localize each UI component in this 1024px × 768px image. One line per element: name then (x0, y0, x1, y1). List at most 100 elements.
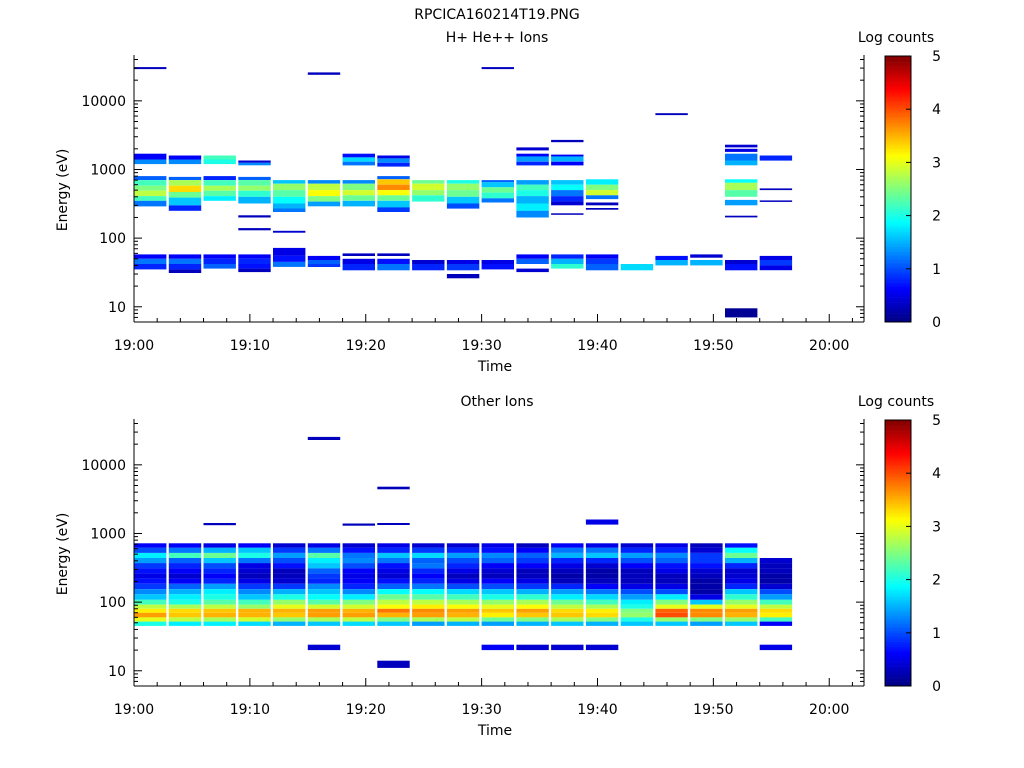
colorbar-swatch (885, 146, 911, 150)
heatmap-cell (273, 568, 306, 574)
colorbar-swatch (885, 535, 911, 538)
heatmap-cell (620, 599, 654, 605)
heatmap-cell (725, 553, 758, 558)
heatmap-cell (412, 260, 445, 264)
colorbar-swatch (885, 677, 911, 680)
colorbar-swatch (885, 64, 911, 68)
heatmap-cell (620, 583, 654, 590)
heatmap-cell (342, 253, 375, 256)
heatmap-cell (551, 612, 584, 618)
heatmap-cell (620, 264, 654, 271)
heatmap-cell (725, 543, 758, 548)
heatmap-cell (655, 599, 688, 605)
heatmap-cell (134, 563, 167, 569)
heatmap-cell (168, 269, 202, 273)
heatmap-cell (655, 260, 688, 266)
colorbar-swatch (885, 499, 911, 503)
heatmap-cell (273, 617, 306, 622)
heatmap-cell (551, 196, 584, 202)
heatmap-cell (412, 608, 445, 613)
heatmap-cell (725, 608, 758, 613)
x-tick-label: 19:50 (693, 338, 733, 354)
heatmap-cell (412, 617, 445, 622)
x-axis-label: Time (477, 359, 512, 375)
colorbar-swatch (885, 262, 911, 265)
heatmap-cell (377, 563, 410, 569)
heatmap-cell (168, 159, 202, 165)
heatmap-cell (690, 617, 723, 622)
colorbar-swatch (885, 131, 911, 134)
colorbar-swatch (885, 164, 911, 168)
colorbar-swatch (885, 553, 911, 556)
heatmap-cell (725, 179, 758, 183)
colorbar-swatch (885, 211, 911, 214)
heatmap-cell (203, 190, 236, 196)
heatmap-cell (412, 578, 445, 584)
colorbar-swatch (885, 93, 911, 97)
heatmap-cell (377, 184, 410, 191)
heatmap-cell (551, 553, 584, 558)
heatmap-cell (759, 644, 793, 651)
colorbar-swatch (885, 255, 911, 259)
colorbar-swatch (885, 561, 911, 565)
heatmap-cell (273, 261, 306, 267)
heatmap-cell (203, 159, 236, 165)
heatmap-cell (620, 543, 654, 548)
heatmap-cell (168, 155, 202, 160)
heatmap-cell (134, 153, 167, 160)
colorbar-swatch (885, 635, 911, 638)
heatmap-cell (273, 608, 306, 613)
colorbar-swatch (885, 140, 911, 143)
heatmap-cell (168, 604, 202, 609)
colorbar-swatch (885, 135, 911, 139)
heatmap-cell (412, 264, 445, 271)
heatmap-cell (307, 568, 341, 574)
colorbar-swatch (885, 142, 911, 145)
heatmap-cell (307, 436, 341, 440)
heatmap-cell (481, 67, 514, 70)
heatmap-cell (238, 578, 271, 584)
colorbar-tick-label: 4 (932, 466, 941, 482)
heatmap-cell (516, 156, 549, 162)
heatmap-cell (134, 573, 167, 579)
heatmap-cell (516, 612, 549, 618)
colorbar-swatch (885, 115, 911, 119)
colorbar-swatch (885, 248, 911, 252)
heatmap-cell (516, 210, 549, 218)
heatmap-cell (134, 558, 167, 564)
colorbar-tick-label: 4 (932, 102, 941, 118)
heatmap-cell (377, 179, 410, 185)
heatmap-cell (551, 608, 584, 613)
heatmap-cell (551, 617, 584, 622)
colorbar-swatch (885, 122, 911, 126)
colorbar-swatch (885, 666, 911, 669)
x-tick-label: 19:40 (577, 338, 617, 354)
heatmap-cell (585, 264, 619, 271)
heatmap-cell (725, 568, 758, 574)
heatmap-cell (307, 617, 341, 622)
heatmap-cell (134, 617, 167, 622)
heatmap-cell (377, 264, 410, 271)
y-tick-label: 10000 (81, 94, 126, 110)
heatmap-cell (412, 563, 445, 569)
colorbar-tick-label: 3 (932, 519, 941, 535)
heatmap-cell (203, 258, 236, 264)
colorbar-swatch (885, 95, 911, 99)
heatmap-cell (203, 617, 236, 622)
heatmap-cell (516, 543, 549, 548)
panel-other-ions: Other Ions Log counts Time Energy (eV) 1… (55, 394, 941, 739)
colorbar-swatch (885, 144, 911, 148)
heatmap-cell (203, 608, 236, 613)
heatmap-cell (342, 543, 375, 548)
heatmap-cell (273, 547, 306, 553)
heatmap-cell (690, 583, 723, 590)
heatmap-cell (377, 553, 410, 558)
heatmap-cell (342, 578, 375, 584)
heatmap-cell (203, 185, 236, 191)
heatmap-cell (168, 617, 202, 622)
colorbar-swatch (885, 528, 911, 532)
heatmap-cell (342, 617, 375, 622)
colorbar-swatch (885, 572, 911, 576)
colorbar-swatch (885, 661, 911, 665)
